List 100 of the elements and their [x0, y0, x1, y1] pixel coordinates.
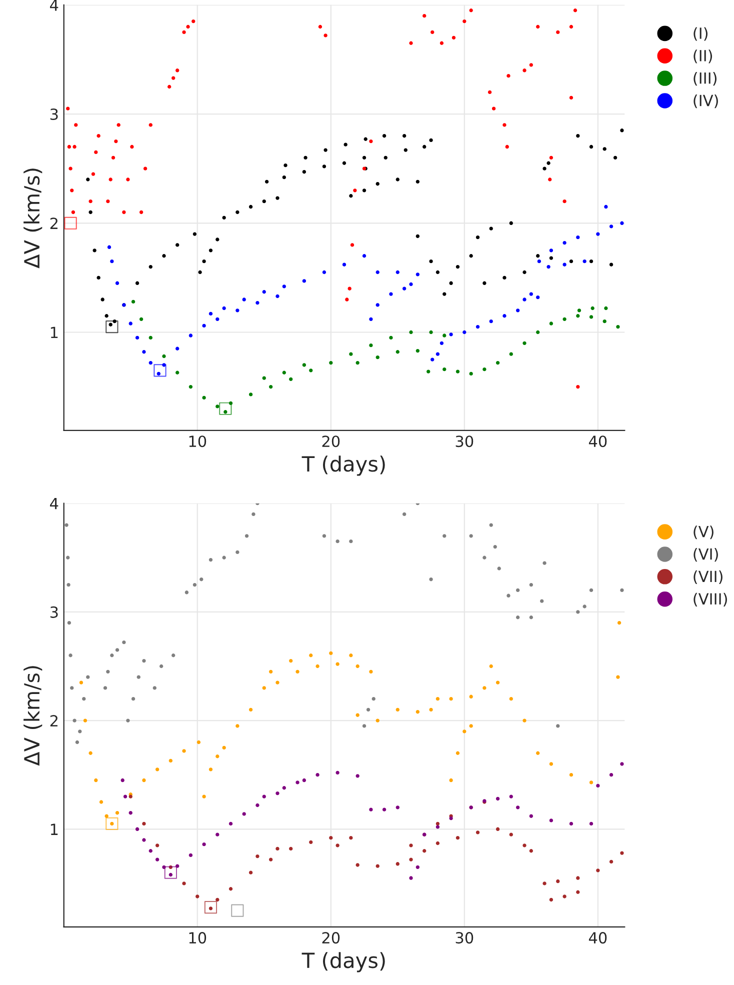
point [148, 123, 152, 127]
point [110, 654, 114, 658]
point [609, 773, 614, 777]
point [156, 372, 160, 376]
point [509, 794, 513, 798]
point [609, 224, 614, 228]
point [68, 654, 72, 658]
point [569, 773, 574, 777]
point [522, 718, 526, 722]
point [516, 616, 520, 620]
point [79, 680, 84, 684]
point [562, 894, 566, 898]
point [604, 306, 608, 310]
point [139, 317, 144, 321]
point [577, 308, 582, 312]
point [430, 358, 434, 362]
point [617, 620, 622, 625]
point [67, 620, 72, 625]
point [322, 270, 326, 274]
point [576, 314, 580, 318]
point [362, 724, 366, 728]
point [549, 762, 554, 766]
point [208, 312, 213, 316]
point [106, 817, 118, 830]
point [489, 523, 493, 527]
point [131, 696, 136, 701]
point [316, 664, 320, 668]
point [429, 578, 433, 582]
point [94, 150, 98, 154]
point [324, 34, 328, 38]
point [91, 172, 96, 176]
point [536, 330, 540, 334]
point [396, 862, 400, 866]
point [596, 868, 600, 872]
point [409, 844, 413, 848]
point [104, 814, 108, 818]
point [576, 610, 580, 614]
point [416, 710, 420, 714]
point [276, 680, 280, 684]
point [182, 749, 186, 753]
point [262, 290, 266, 294]
point [549, 818, 554, 822]
point [228, 887, 233, 891]
point [604, 204, 608, 209]
point [576, 384, 580, 389]
point [296, 780, 300, 784]
point [482, 686, 486, 690]
point [620, 851, 624, 855]
point [96, 134, 100, 138]
point [142, 658, 146, 663]
point [356, 863, 360, 867]
x-tick-label: 40 [588, 436, 607, 448]
point [302, 363, 306, 367]
point [106, 199, 110, 204]
point [188, 334, 193, 338]
legend-label: (VI) [694, 548, 718, 562]
point [244, 534, 249, 538]
point [126, 718, 130, 722]
point [72, 144, 76, 149]
point [496, 796, 500, 801]
point [536, 751, 540, 755]
point [536, 24, 540, 29]
point [409, 41, 413, 45]
point [231, 904, 244, 917]
point [289, 846, 293, 851]
point [409, 330, 413, 334]
point [502, 123, 506, 127]
point [502, 314, 506, 318]
point [276, 791, 280, 796]
point [99, 800, 104, 804]
point [462, 19, 466, 24]
point [576, 876, 580, 880]
point [78, 730, 82, 734]
point [83, 718, 88, 722]
point [336, 844, 340, 848]
point [186, 24, 190, 29]
point [542, 561, 546, 565]
point [148, 849, 152, 853]
point [506, 74, 510, 78]
y-tick-label: 4 [50, 498, 58, 510]
legend-label: (I) [694, 27, 708, 41]
y-tick-label: 2 [50, 218, 58, 229]
point [422, 849, 426, 853]
x-axis-title: T (days) [302, 952, 385, 972]
point [318, 24, 322, 29]
point [268, 670, 273, 674]
point [336, 540, 340, 544]
point [440, 341, 444, 345]
point [516, 806, 520, 810]
point [452, 36, 456, 40]
point [440, 41, 444, 45]
point [188, 384, 193, 389]
point [142, 778, 146, 782]
point [422, 14, 426, 18]
point [396, 350, 400, 354]
x-tick-label: 20 [322, 436, 340, 448]
point [236, 550, 240, 554]
point [248, 708, 253, 712]
point [549, 322, 554, 326]
point [596, 784, 600, 788]
